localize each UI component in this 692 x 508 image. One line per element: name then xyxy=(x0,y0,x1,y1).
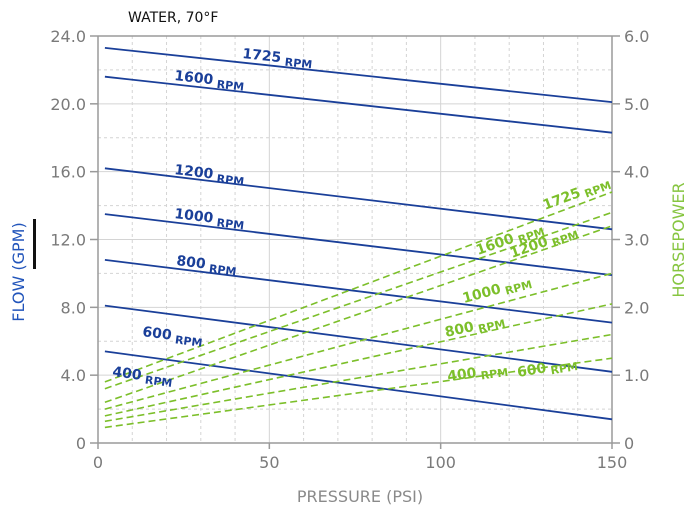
flow-label-1000-rpm: 1000 RPM xyxy=(173,206,245,232)
hp-label-400-rpm: 400 RPM xyxy=(446,361,509,387)
y2-tick-label: 2.0 xyxy=(624,298,649,317)
x-tick-label: 0 xyxy=(93,453,103,472)
flow-label-1600-rpm: 1600 RPM xyxy=(173,68,245,94)
y2-axis-title: HORSEPOWER xyxy=(669,182,688,297)
y-tick-label: 0 xyxy=(76,434,86,453)
flow-label-400-rpm: 400 RPM xyxy=(111,364,174,390)
x-tick-label: 50 xyxy=(259,453,279,472)
hp-label-1725-rpm: 1725RPM xyxy=(541,174,613,216)
flow-line-1000-rpm xyxy=(104,213,613,276)
flow-line-800-rpm xyxy=(104,259,613,324)
hp-line-400-rpm xyxy=(104,357,613,429)
hp-line-800-rpm xyxy=(104,303,613,417)
y-tick-label: 24.0 xyxy=(50,27,86,46)
y-tick-label: 16.0 xyxy=(50,163,86,182)
x-tick-label: 100 xyxy=(425,453,456,472)
hp-line-1200-rpm xyxy=(104,225,613,404)
chart-annotation: WATER, 70°F xyxy=(128,10,218,26)
flow-line-1200-rpm xyxy=(104,167,613,231)
x-tick-label: 150 xyxy=(597,453,628,472)
axes xyxy=(90,35,620,449)
x-axis-title: PRESSURE (PSI) xyxy=(297,487,423,506)
flow-label-800-rpm: 800 RPM xyxy=(175,253,237,278)
hp-label-800-rpm: 800 RPM xyxy=(443,312,506,343)
plot-area xyxy=(104,47,613,429)
hp-label-1000-rpm: 1000RPM xyxy=(461,273,534,309)
flow-label-600-rpm: 600 RPM xyxy=(141,324,204,350)
y2-tick-label: 4.0 xyxy=(624,163,649,182)
y2-tick-label: 6.0 xyxy=(624,27,649,46)
y2-tick-label: 1.0 xyxy=(624,366,649,385)
y2-tick-label: 3.0 xyxy=(624,231,649,250)
flow-line-600-rpm xyxy=(104,304,613,373)
y2-tick-label: 5.0 xyxy=(624,95,649,114)
hp-line-1600-rpm xyxy=(104,211,613,390)
y-tick-label: 8.0 xyxy=(61,298,86,317)
y-tick-label: 20.0 xyxy=(50,95,86,114)
flow-line-1600-rpm xyxy=(104,75,613,134)
hp-line-600-rpm xyxy=(104,333,613,423)
flow-line-400-rpm xyxy=(104,350,613,421)
y-tick-label: 12.0 xyxy=(50,231,86,250)
flow-label-1200-rpm: 1200 RPM xyxy=(173,162,245,188)
flow-line-1725-rpm xyxy=(104,47,613,103)
hp-line-1725-rpm xyxy=(104,191,613,383)
tick-labels: 0 4.0 8.0 12.0 16.0 20.0 24.0 0 1.0 2.0 3.0 4.0 5.0 6… xyxy=(50,27,649,472)
y-axis-title: FLOW (GPM) xyxy=(9,222,28,321)
hp-label-1200-rpm: 1200RPM xyxy=(508,223,580,263)
axis-marker-bar xyxy=(33,219,36,269)
flow-label-1725-rpm: 1725 RPM xyxy=(241,46,313,71)
y-tick-label: 4.0 xyxy=(61,366,86,385)
y2-tick-label: 0 xyxy=(624,434,634,453)
hp-label-600-rpm: 600 RPM xyxy=(516,355,579,383)
